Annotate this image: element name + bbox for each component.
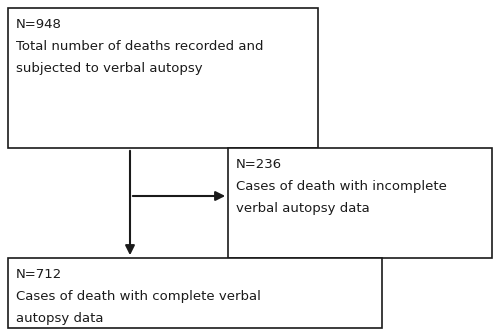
Text: autopsy data: autopsy data	[16, 312, 104, 325]
Text: Cases of death with complete verbal: Cases of death with complete verbal	[16, 290, 261, 303]
Text: N=712: N=712	[16, 268, 62, 281]
Text: N=948: N=948	[16, 18, 62, 31]
Bar	[228, 148, 492, 258]
Text: verbal autopsy data: verbal autopsy data	[236, 202, 370, 215]
Bar	[8, 8, 318, 148]
Bar	[8, 258, 382, 328]
Text: Cases of death with incomplete: Cases of death with incomplete	[236, 180, 447, 193]
Text: subjected to verbal autopsy: subjected to verbal autopsy	[16, 62, 202, 75]
Text: Total number of deaths recorded and: Total number of deaths recorded and	[16, 40, 264, 53]
Text: N=236: N=236	[236, 158, 282, 171]
